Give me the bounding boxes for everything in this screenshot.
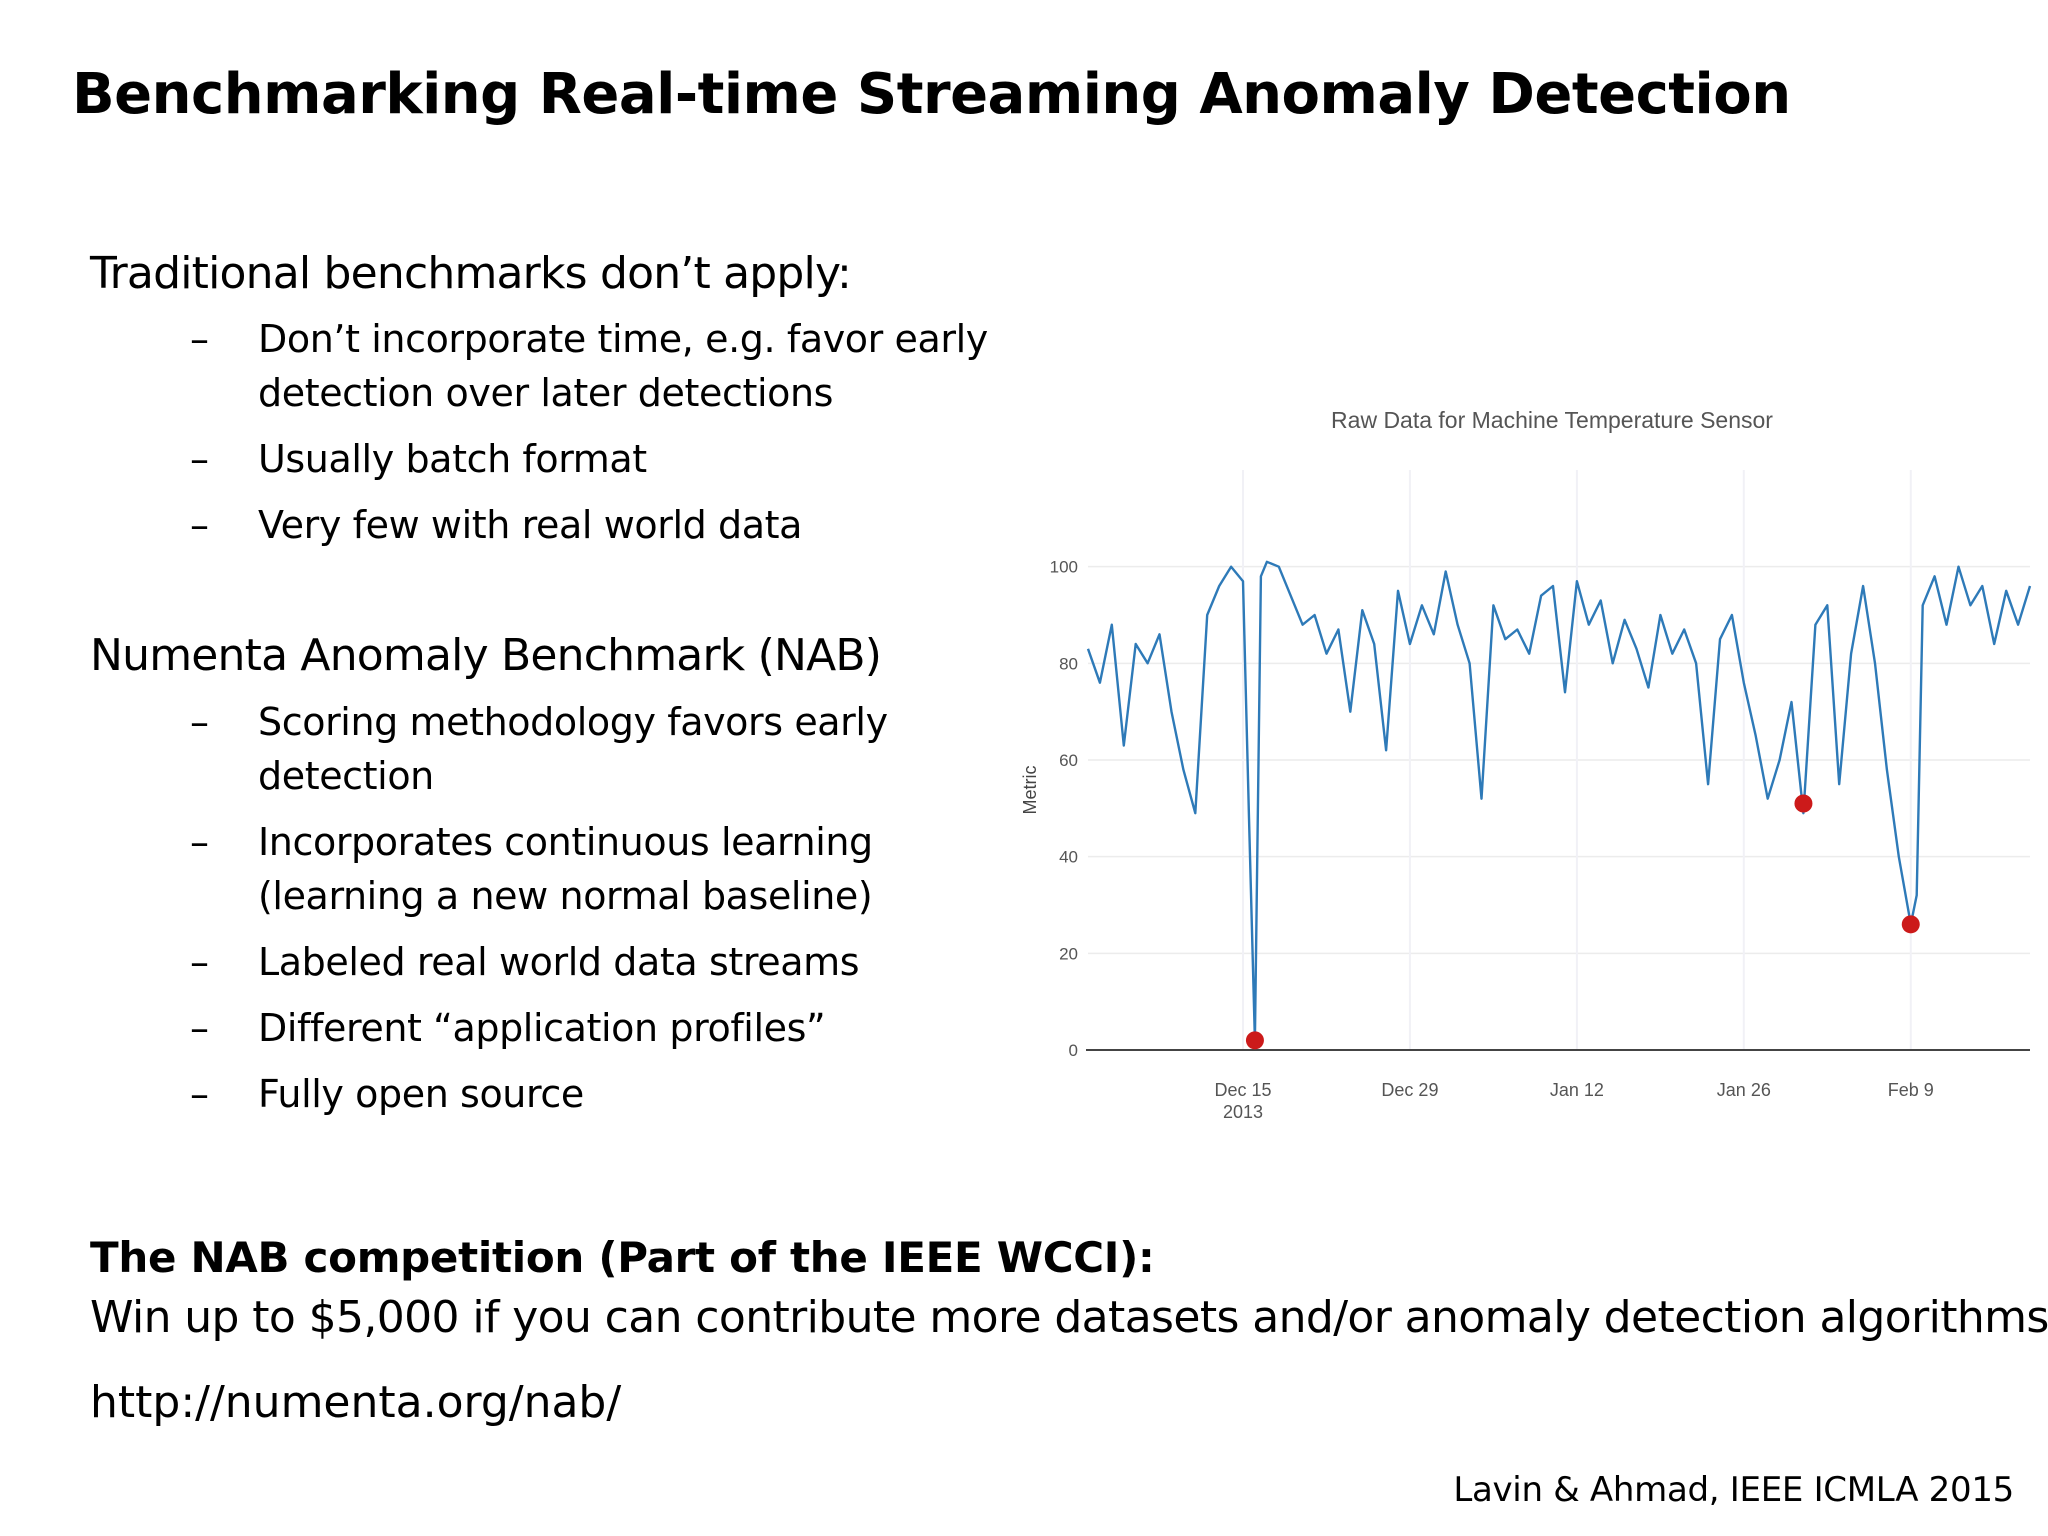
bullet-text: Very few with real world data [258, 503, 803, 547]
y-tick-label: 60 [1059, 751, 1078, 770]
x-tick-label: Jan 26 [1717, 1080, 1771, 1100]
x-tick-label: Dec 29 [1381, 1080, 1438, 1100]
anomaly-point [1901, 915, 1920, 934]
anomaly-point [1794, 794, 1813, 813]
citation: Lavin & Ahmad, IEEE ICMLA 2015 [1453, 1470, 2014, 1510]
temperature-chart: Raw Data for Machine Temperature Sensor … [1000, 390, 2040, 1150]
chart-anomalies [1245, 794, 1920, 1050]
x-tick-label: Jan 12 [1550, 1080, 1604, 1100]
bullet-item: – Labeled real world data streams [188, 935, 1008, 989]
bullet-item: – Usually batch format [188, 432, 1008, 486]
y-tick-label: 0 [1069, 1041, 1078, 1060]
bullet-item: – Very few with real world data [188, 498, 1008, 552]
bullet-dash: – [190, 1072, 209, 1116]
section-heading-traditional: Traditional benchmarks don’t apply: [90, 248, 852, 299]
bullet-dash: – [190, 700, 209, 744]
chart-svg: Raw Data for Machine Temperature Sensor … [1020, 407, 2032, 1122]
bullet-item: – Different “application profiles” [188, 1001, 1008, 1055]
bullet-text: Fully open source [258, 1072, 584, 1116]
bullet-item: – Fully open source [188, 1067, 1008, 1121]
y-tick-label: 100 [1050, 558, 1078, 577]
chart-y-axis-label: Metric [1020, 766, 1040, 815]
bullet-item: – Scoring methodology favors early detec… [188, 695, 1008, 803]
nab-url-link[interactable]: http://numenta.org/nab/ [90, 1377, 622, 1428]
bullet-text: Don’t incorporate time, e.g. favor early… [258, 317, 988, 415]
bullet-list-nab: – Scoring methodology favors early detec… [188, 695, 1008, 1133]
x-tick-label: Dec 15 [1214, 1080, 1271, 1100]
competition-title: The NAB competition (Part of the IEEE WC… [90, 1233, 1155, 1282]
bullet-text: Usually batch format [258, 437, 647, 481]
bullet-dash: – [190, 940, 209, 984]
chart-gridlines [1088, 470, 2030, 1050]
y-tick-label: 20 [1059, 944, 1078, 963]
bullet-list-traditional: – Don’t incorporate time, e.g. favor ear… [188, 312, 1008, 564]
bullet-dash: – [190, 437, 209, 481]
chart-title: Raw Data for Machine Temperature Sensor [1331, 407, 1773, 433]
anomaly-point [1245, 1031, 1264, 1050]
bullet-dash: – [190, 820, 209, 864]
bullet-text: Scoring methodology favors early detecti… [258, 700, 888, 798]
chart-series [1086, 560, 2032, 1042]
competition-text: Win up to $5,000 if you can contribute m… [90, 1292, 2048, 1343]
y-tick-label: 40 [1059, 848, 1078, 867]
bullet-dash: – [190, 1006, 209, 1050]
bullet-dash: – [190, 317, 209, 361]
series-line [1086, 560, 2032, 1042]
x-tick-sublabel: 2013 [1223, 1102, 1263, 1122]
bullet-text: Labeled real world data streams [258, 940, 860, 984]
x-tick-label: Feb 9 [1888, 1080, 1934, 1100]
y-tick-label: 80 [1059, 654, 1078, 673]
bullet-dash: – [190, 503, 209, 547]
bullet-item: – Incorporates continuous learning (lear… [188, 815, 1008, 923]
slide-title: Benchmarking Real-time Streaming Anomaly… [72, 62, 1791, 127]
bullet-text: Different “application profiles” [258, 1006, 826, 1050]
section-heading-nab: Numenta Anomaly Benchmark (NAB) [90, 630, 882, 681]
bullet-item: – Don’t incorporate time, e.g. favor ear… [188, 312, 1008, 420]
bullet-text: Incorporates continuous learning (learni… [258, 820, 873, 918]
